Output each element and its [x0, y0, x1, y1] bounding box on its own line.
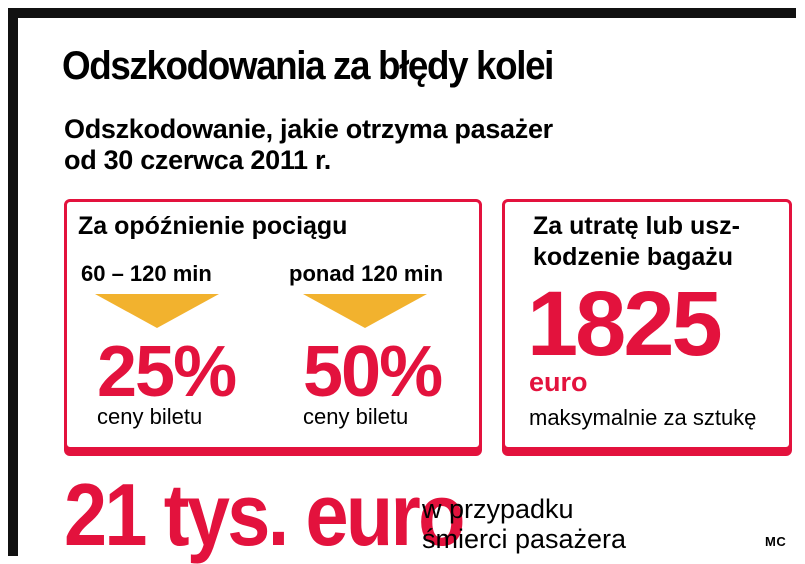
author-credit: MC	[765, 534, 787, 549]
delay-col-1-label: 60 – 120 min	[81, 261, 212, 286]
baggage-amount: 1825	[527, 273, 723, 375]
delay-col-2-label: ponad 120 min	[289, 261, 444, 286]
delay-col-2-value: 50%	[303, 332, 443, 412]
subtitle-line-2: od 30 czerwca 2011 r.	[64, 145, 331, 175]
baggage-unit: euro	[529, 367, 588, 397]
down-arrow-icon	[303, 294, 427, 328]
baggage-box: Za utratę lub usz- kodzenie bagażu 1825 …	[502, 199, 792, 450]
death-amount: 21 tys. euro	[64, 465, 465, 564]
subtitle-line-1: Odszkodowanie, jakie otrzyma pasażer	[64, 114, 553, 144]
death-text-line-2: śmierci pasażera	[422, 524, 627, 554]
delay-col-2-caption: ceny biletu	[303, 404, 409, 429]
delay-col-1-value: 25%	[97, 332, 237, 412]
death-text: w przypadku śmierci pasażera	[422, 494, 626, 554]
frame-top-bar	[8, 8, 796, 18]
down-arrow-icon	[95, 294, 219, 328]
delay-box: Za opóźnienie pociągu 60 – 120 min 25% c…	[64, 199, 482, 450]
death-text-line-1: w przypadku	[422, 494, 574, 524]
page-title: Odszkodowania za błędy kolei	[62, 44, 554, 88]
frame-left-bar	[8, 8, 18, 556]
delay-heading: Za opóźnienie pociągu	[78, 212, 348, 240]
baggage-heading-line-2: kodzenie bagażu	[533, 243, 734, 271]
baggage-heading-line-1: Za utratę lub usz-	[533, 212, 740, 240]
baggage-caption: maksymalnie za sztukę	[529, 405, 757, 430]
subtitle: Odszkodowanie, jakie otrzyma pasażer od …	[64, 114, 553, 176]
delay-col-1-caption: ceny biletu	[97, 404, 203, 429]
